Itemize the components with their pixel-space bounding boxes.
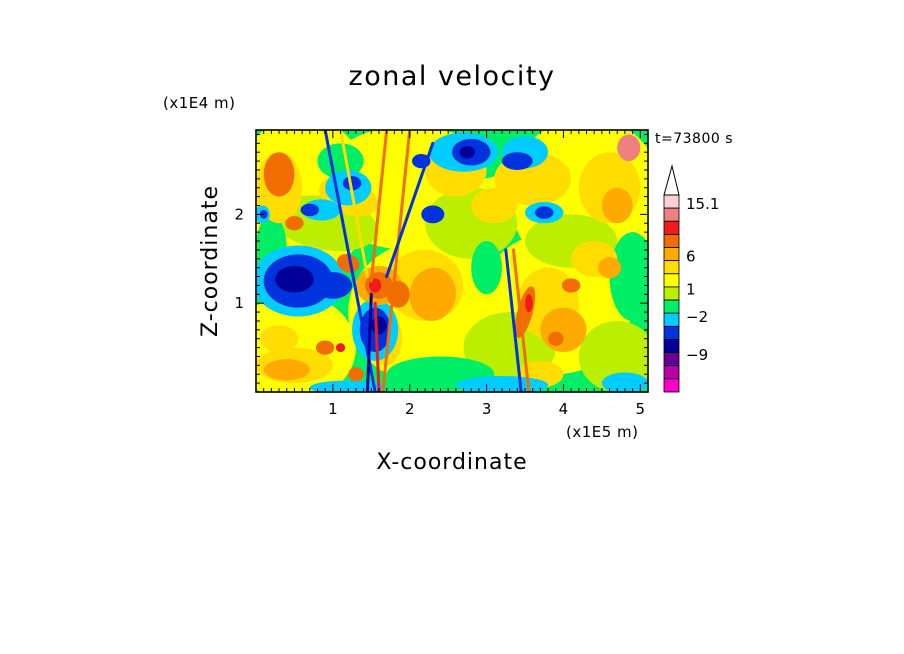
contour-region (601, 187, 633, 224)
contour-region (348, 367, 364, 382)
plot-frame (255, 129, 649, 393)
contour-region (263, 152, 295, 197)
contour-streak (504, 248, 523, 392)
contour-region (315, 340, 335, 355)
colorbar-box (663, 378, 680, 393)
colorbar-box (663, 286, 680, 301)
contour-region (471, 241, 502, 295)
colorbar-box (663, 247, 680, 262)
colorbar-label: −9 (686, 346, 708, 364)
y-axis-title: Z-coordinate (198, 185, 223, 337)
time-label: t=73800 s (655, 131, 733, 147)
plot-area (255, 129, 649, 393)
contour-streak (339, 130, 369, 279)
colorbar-label: −2 (686, 308, 708, 326)
colorbar-boxes (663, 194, 680, 393)
colorbar-box (663, 220, 680, 235)
contour-streak (369, 130, 389, 283)
x-axis-title: X-coordinate (376, 450, 527, 475)
axis-ticks (255, 130, 649, 393)
colorbar-box (663, 312, 680, 327)
colorbar-labels: 15.1 6 1 −2 −9 (686, 195, 719, 364)
colorbar-box (663, 299, 680, 314)
x-tick-label: 3 (482, 400, 492, 418)
colorbar-box (663, 352, 680, 367)
contour-region (342, 176, 362, 191)
y-tick-label: 2 (234, 205, 244, 223)
contour-streak (323, 130, 377, 392)
chart-title: zonal velocity (349, 61, 556, 92)
x-tick-label: 2 (405, 400, 415, 418)
colorbar-label: 6 (686, 247, 696, 265)
colorbar-box (663, 365, 680, 380)
contour-region (501, 152, 533, 170)
y-tick-label: 1 (234, 294, 244, 312)
colorbar-label: 1 (686, 280, 696, 298)
contour-region (371, 316, 387, 335)
colorbar: 15.1 6 1 −2 −9 (663, 164, 719, 393)
velocity-field (256, 130, 648, 392)
contour-region (336, 253, 360, 273)
colorbar-box (663, 325, 680, 340)
x-tick-label: 4 (559, 400, 569, 418)
contour-streak (381, 130, 412, 392)
colorbar-box (663, 207, 680, 222)
contour-region (535, 206, 554, 219)
contour-region (617, 134, 641, 162)
x-tick-label: 1 (328, 400, 338, 418)
contour-streak (511, 248, 531, 392)
contour-region (540, 307, 587, 353)
colorbar-box (663, 260, 680, 275)
contour-region (459, 145, 476, 159)
contour-region (275, 265, 314, 293)
x-axis-unit: (x1E5 m) (566, 423, 639, 441)
contour-region (598, 257, 622, 279)
contour-region (300, 203, 320, 217)
colorbar-extend-arrow (663, 164, 680, 196)
colorbar-box (663, 273, 680, 288)
contour-region (335, 343, 346, 353)
colorbar-box (663, 233, 680, 248)
contour-region (525, 294, 533, 313)
colorbar-label: 15.1 (686, 195, 719, 213)
colorbar-box (663, 194, 680, 209)
y-axis-unit: (x1E4 m) (163, 94, 236, 112)
x-tick-label: 5 (636, 400, 646, 418)
contour-region (285, 216, 304, 231)
contour-region (421, 205, 445, 224)
contour-region (471, 187, 518, 224)
contour-region (409, 267, 456, 321)
contour-region (259, 325, 299, 353)
colorbar-box (663, 339, 680, 354)
contour-region (313, 272, 353, 299)
contour-streak (373, 301, 381, 392)
contour-region (548, 331, 564, 346)
contour-streak (385, 141, 435, 279)
contour-region (561, 278, 581, 293)
contour-region (263, 359, 310, 381)
contour-region (386, 280, 410, 308)
contour-region (609, 232, 648, 321)
contour-streak (365, 292, 373, 392)
contour-region (601, 372, 648, 392)
